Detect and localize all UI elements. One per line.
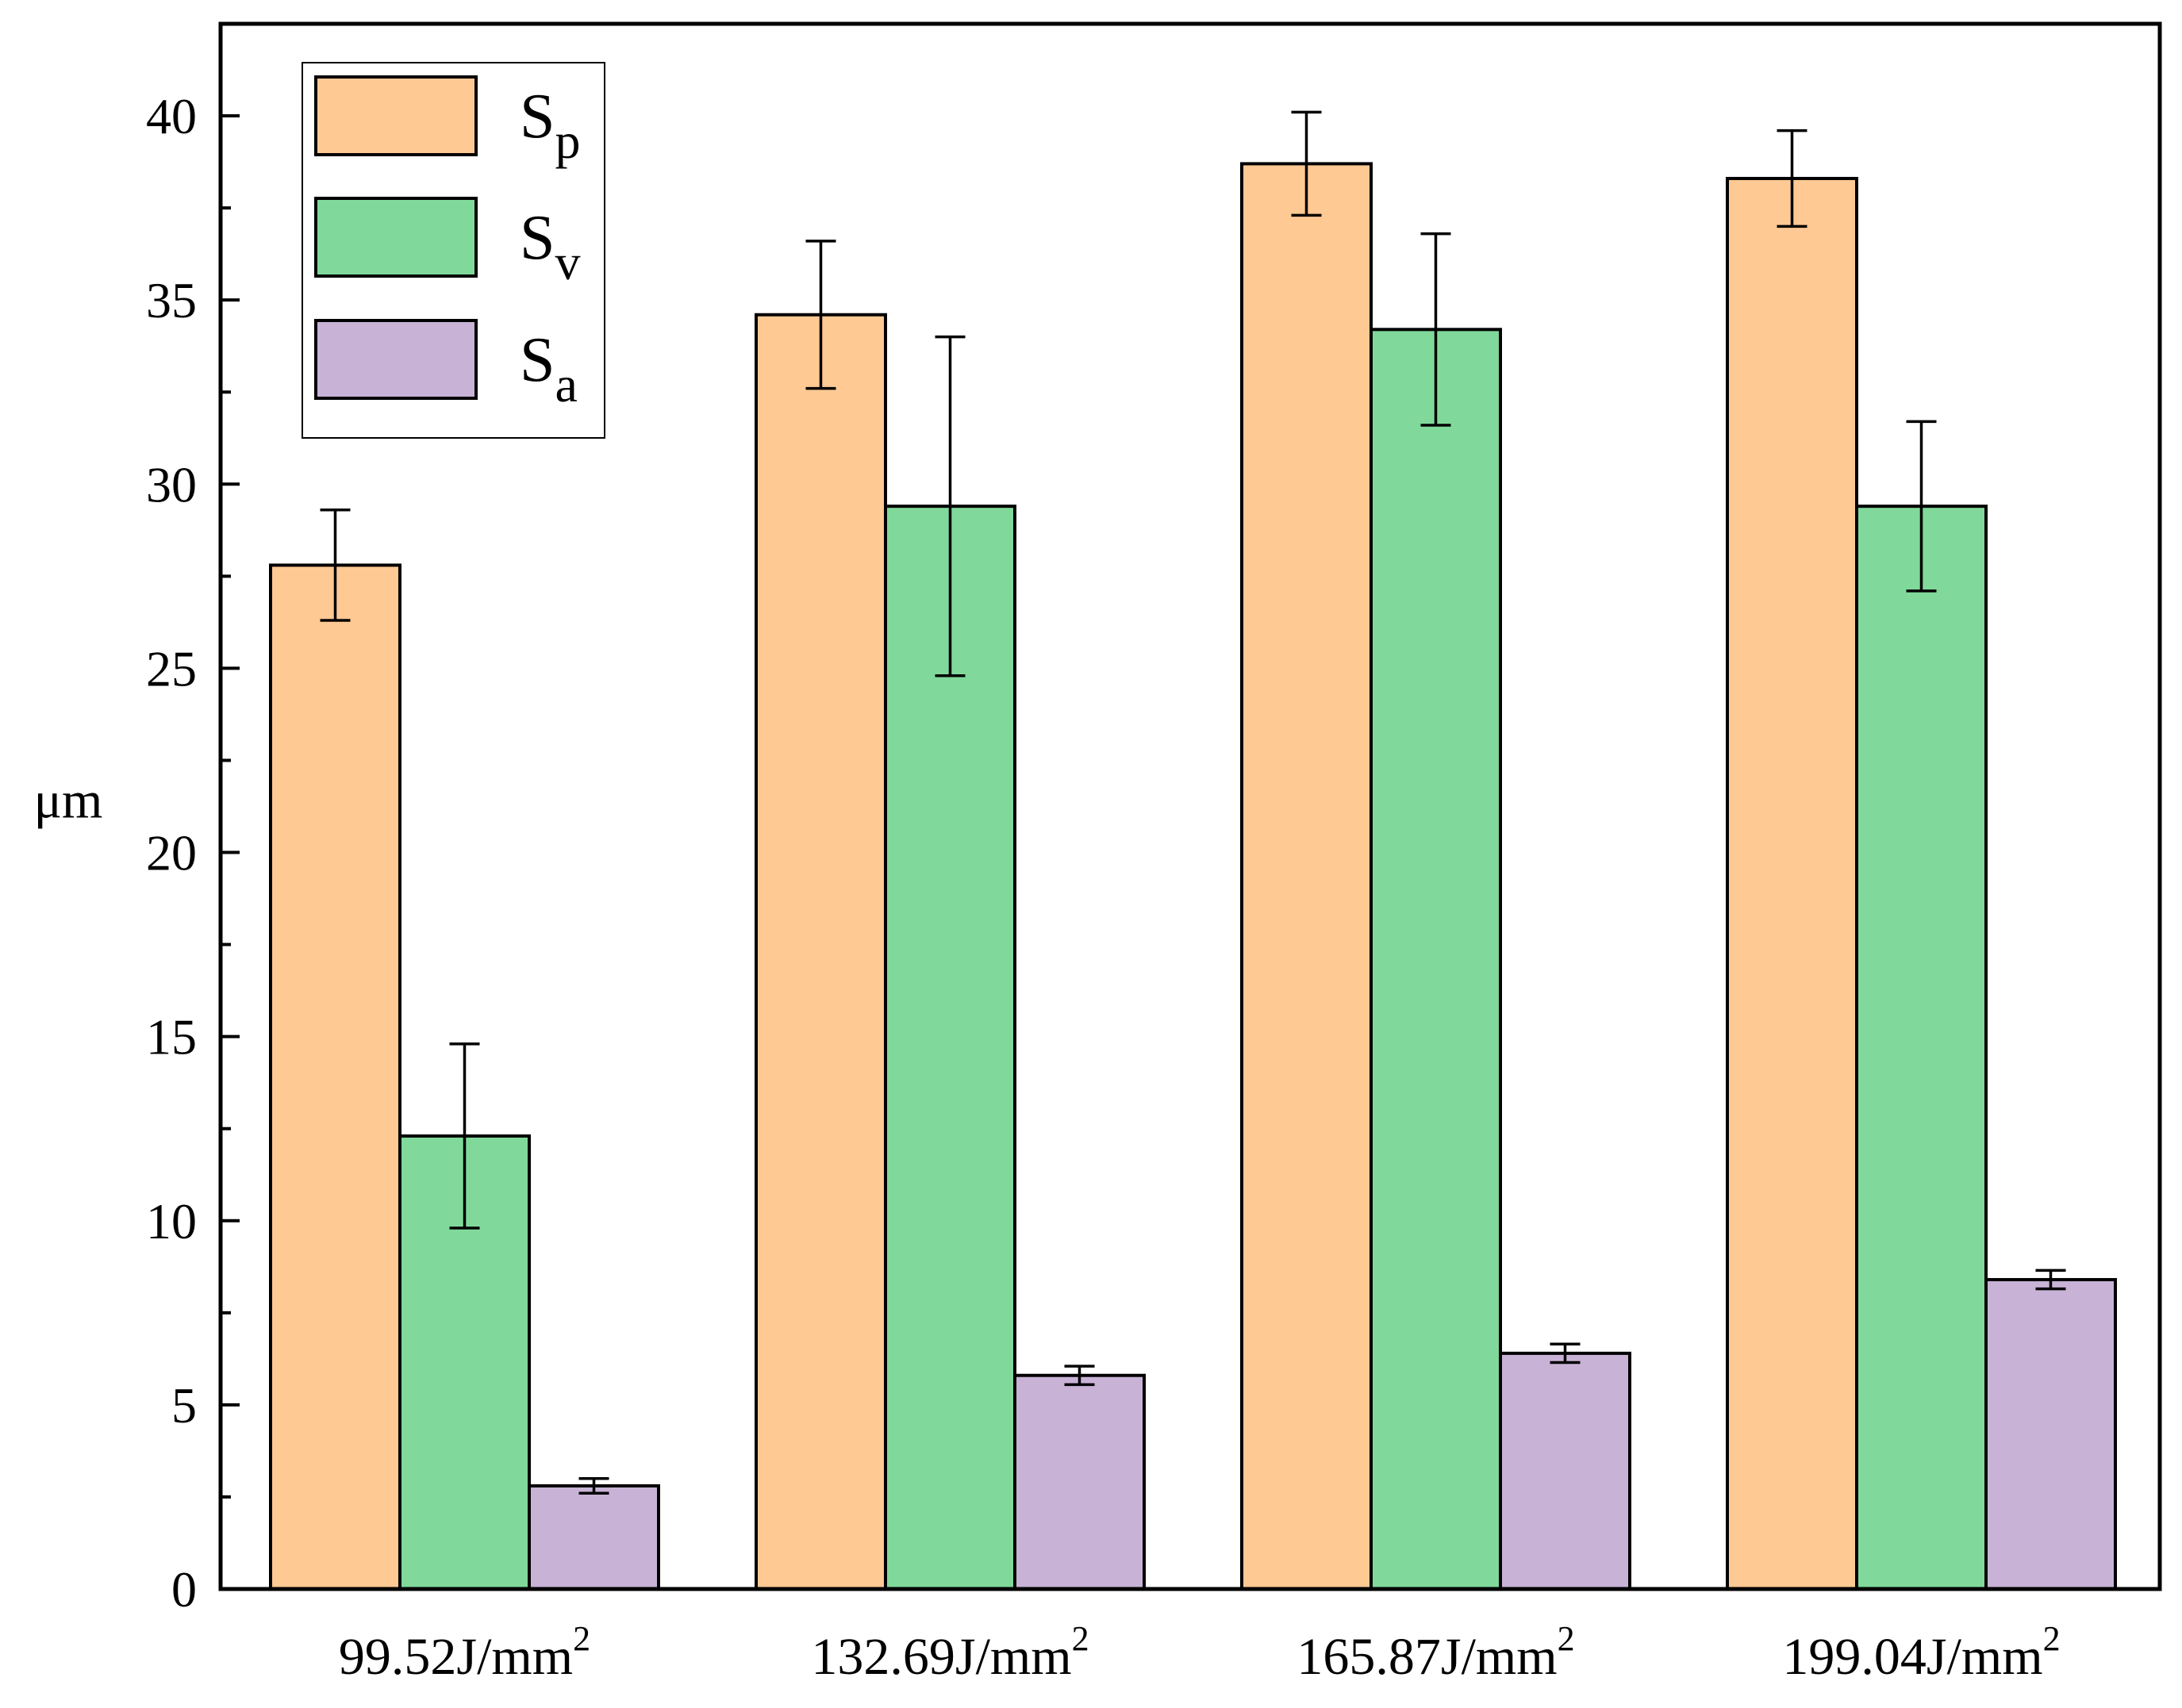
x-tick-label-text: 99.52J/mm: [339, 1628, 573, 1686]
x-tick-label: 199.04J/mm2: [1782, 1619, 2060, 1686]
bar-sa-3: [1499, 1351, 1631, 1591]
legend-swatch-sv: [314, 197, 478, 278]
legend-label-subscript: v: [555, 234, 581, 290]
x-tick-label: 132.69J/mm2: [811, 1619, 1089, 1686]
y-tick-label: 25: [146, 640, 197, 697]
legend-label-subscript: a: [555, 356, 578, 413]
legend-label-sv: Sv: [520, 203, 581, 290]
x-tick-label: 165.87J/mm2: [1297, 1619, 1574, 1686]
y-tick-label: 10: [146, 1193, 197, 1249]
legend-frame: [302, 62, 605, 439]
plot-frame: [218, 21, 2162, 1591]
y-tick-label: 40: [146, 88, 197, 144]
legend-label-main: S: [520, 325, 555, 395]
y-tick-label: 35: [146, 272, 197, 328]
y-axis: 0 5 10 15 20 25 30 35 40: [146, 88, 240, 1618]
y-tick-label: 5: [171, 1377, 197, 1434]
bar-sv-2: [884, 505, 1016, 1591]
y-tick-label: 20: [146, 825, 197, 881]
bar-sp-4: [1726, 176, 1858, 1591]
x-tick-label-superscript: 2: [1072, 1619, 1089, 1658]
x-tick-label-text: 199.04J/mm: [1782, 1628, 2042, 1686]
bar-sa-1: [528, 1484, 660, 1591]
legend-label-main: S: [520, 203, 555, 273]
x-tick-label-superscript: 2: [2043, 1619, 2061, 1658]
bar-sa-4: [1984, 1278, 2117, 1591]
x-tick-label: 99.52J/mm2: [339, 1619, 590, 1686]
bar-sv-4: [1855, 505, 1988, 1591]
legend-swatch-sa: [314, 319, 478, 400]
bars: [269, 162, 2117, 1591]
y-axis-label: μm: [34, 772, 103, 830]
y-tick-label: 15: [146, 1009, 197, 1065]
x-tick-label-text: 132.69J/mm: [811, 1628, 1071, 1686]
x-tick-label-text: 165.87J/mm: [1297, 1628, 1557, 1686]
bar-sp-2: [755, 313, 887, 1591]
y-tick-label: 30: [146, 456, 197, 512]
error-bars: [320, 110, 2066, 1495]
bar-sp-1: [269, 563, 401, 1591]
legend-swatch-sp: [314, 75, 478, 156]
bar-sp-3: [1240, 162, 1373, 1591]
legend-label-sa: Sa: [520, 325, 578, 413]
bar-sv-3: [1370, 328, 1502, 1591]
legend-label-main: S: [520, 82, 555, 152]
x-tick-label-superscript: 2: [1558, 1619, 1575, 1658]
x-axis-labels: 99.52J/mm2 132.69J/mm2 165.87J/mm2 199.04J/…: [339, 1619, 2061, 1686]
x-tick-label-superscript: 2: [573, 1619, 590, 1658]
y-tick-label: 0: [171, 1561, 197, 1618]
legend-label-subscript: p: [555, 113, 581, 169]
bar-sa-2: [1013, 1373, 1146, 1591]
legend-label-sp: Sp: [520, 82, 581, 169]
